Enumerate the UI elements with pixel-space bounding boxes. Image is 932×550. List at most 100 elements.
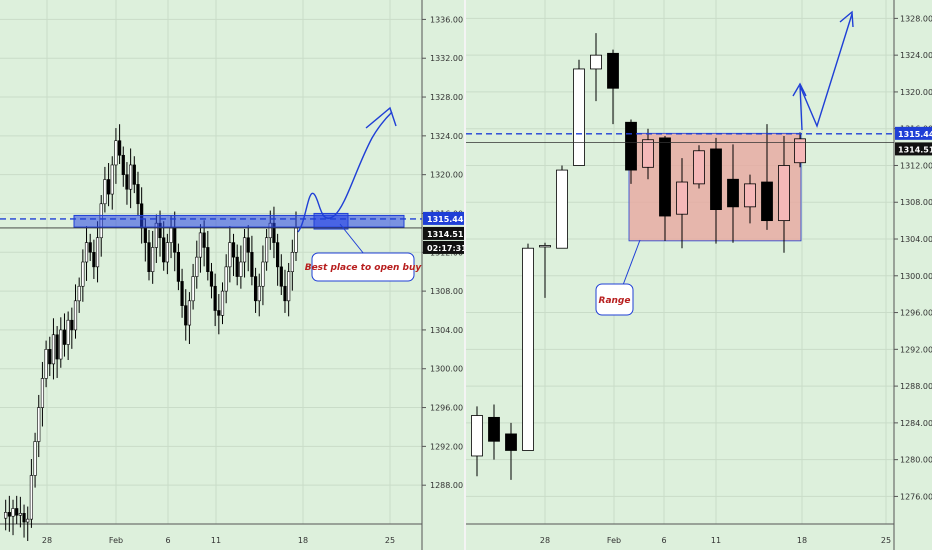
candle-body (471, 415, 483, 457)
callout-box (595, 283, 634, 316)
candle-body (44, 349, 48, 379)
candle-body (29, 475, 34, 520)
y-tick-label: 1300.00 (430, 365, 463, 374)
y-tick-label: 1296.00 (430, 404, 463, 413)
candle-body (195, 256, 199, 277)
candle-body (147, 242, 151, 273)
candle-body (11, 508, 15, 517)
y-tick-label: 1296.00 (900, 309, 932, 318)
candle-body (22, 513, 26, 523)
y-tick-label: 1324.00 (900, 51, 932, 60)
candle-body (261, 261, 265, 287)
candle-body (794, 138, 806, 164)
candle-body (40, 378, 45, 408)
candle-body (235, 256, 239, 277)
candle-body (92, 251, 96, 268)
left-chart-panel[interactable]: 1288.00 1292.00 1296.00 1300.00 1304.00 1308.… (0, 0, 464, 550)
candle-body (77, 285, 81, 302)
candle-body (573, 68, 585, 166)
price-badge (895, 142, 932, 156)
x-tick-label: 11 (711, 536, 721, 545)
candle-body (151, 247, 155, 273)
candle-body (114, 140, 118, 166)
x-tick-label: 18 (298, 536, 308, 545)
candle-body (66, 319, 70, 345)
candle-body (228, 242, 232, 268)
candle-body (48, 349, 52, 365)
price-badge-text: 1314.51 (898, 145, 932, 154)
candle-body (257, 285, 261, 302)
candle-body (659, 137, 671, 217)
buy-zone (73, 214, 405, 228)
candle-body (290, 251, 294, 273)
projection-path (297, 111, 393, 233)
candle-body (106, 179, 111, 195)
right-chart-panel[interactable]: 1276.00 1280.00 1284.00 1288.00 1292.00 1296.… (466, 0, 932, 550)
candle-body (7, 512, 11, 517)
y-tick-label: 1324.00 (430, 132, 463, 141)
candle-body (642, 139, 654, 168)
y-tick-label: 1304.00 (430, 326, 463, 335)
candle-body (62, 329, 67, 345)
x-tick-label: 11 (211, 536, 221, 545)
candle-body (51, 334, 56, 365)
candle-body (217, 310, 221, 316)
projection-helper (800, 15, 852, 130)
y-tick-label: 1276.00 (900, 492, 932, 501)
candle-body (710, 148, 722, 210)
level-badge (423, 211, 464, 225)
y-tick-label: 1304.00 (900, 235, 932, 244)
candle-body (103, 179, 107, 205)
candle-body (250, 251, 254, 277)
candle-body (187, 300, 192, 326)
candle-body (522, 247, 534, 451)
left-chart-svg[interactable]: 1288.00 1292.00 1296.00 1300.00 1304.00 1308.… (0, 0, 464, 550)
candle-body (239, 261, 243, 277)
candle-body (202, 232, 206, 248)
x-tick-label: 6 (165, 536, 170, 545)
x-tick-label: Feb (109, 536, 123, 545)
candle-body (505, 433, 517, 451)
price-badge (423, 226, 464, 240)
candle-body (556, 169, 568, 249)
candle-body (607, 52, 619, 89)
candle-body (37, 407, 41, 442)
candle-body (26, 518, 30, 523)
candle-body (283, 285, 287, 302)
projection-arrowhead (365, 106, 397, 129)
candle-body (110, 164, 114, 195)
x-tick-label: 18 (797, 536, 807, 545)
candle-body (590, 54, 602, 70)
candle-body (209, 271, 214, 287)
candle-body (70, 319, 74, 331)
y-tick-label: 1284.00 (900, 419, 932, 428)
candle-body (88, 242, 92, 253)
candle-body (220, 290, 225, 316)
candle-body (18, 513, 22, 516)
candle-body (488, 416, 500, 442)
candle-body (118, 140, 122, 156)
candle-body (206, 247, 210, 273)
candle-body (173, 227, 177, 253)
candle-body (625, 121, 637, 171)
candle-body (184, 305, 188, 326)
candle-body (15, 508, 19, 516)
candle-body (242, 237, 247, 263)
right-chart-svg[interactable]: 1276.00 1280.00 1284.00 1288.00 1292.00 1296.… (466, 0, 932, 550)
candle-body (213, 285, 217, 311)
y-tick-label: 1332.00 (430, 54, 463, 63)
x-tick-label: 28 (540, 536, 550, 545)
y-tick-label: 1312.00 (900, 161, 932, 170)
callout-pointer (622, 239, 641, 286)
callout-box (311, 252, 415, 282)
x-tick-label: 28 (42, 536, 52, 545)
candle-body (55, 334, 59, 360)
candle-body (4, 512, 8, 519)
projection-path (799, 13, 853, 131)
projection-arrowhead (839, 10, 854, 28)
candle-body (169, 227, 173, 243)
candle-body (73, 300, 78, 331)
panel-divider (464, 0, 466, 550)
x-tick-label: 6 (661, 536, 666, 545)
candle-body (136, 184, 140, 205)
